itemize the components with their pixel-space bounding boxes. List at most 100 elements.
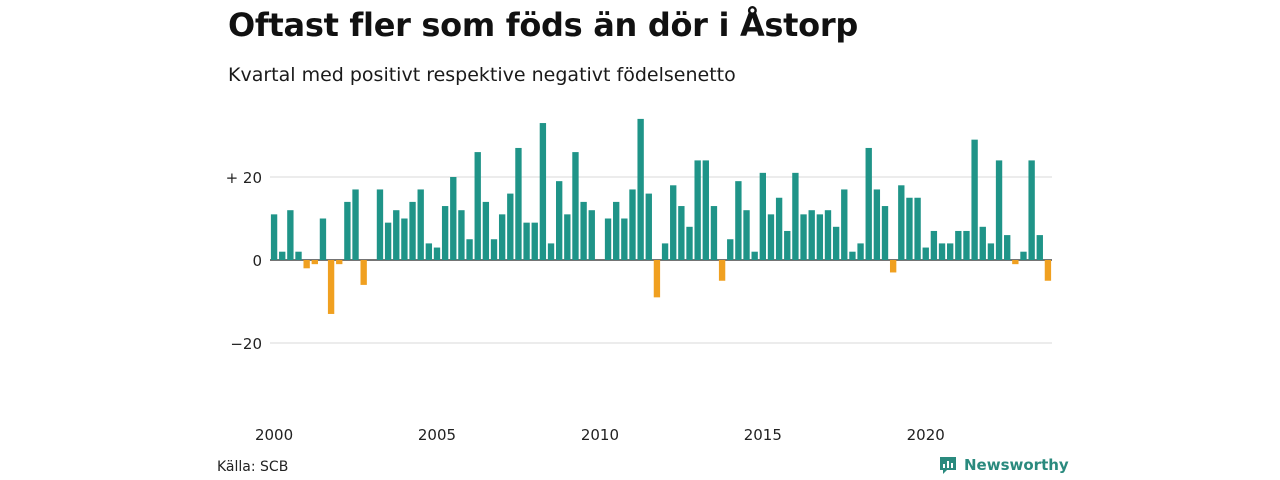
- bar: [1028, 160, 1035, 260]
- bar: [425, 243, 433, 260]
- bar: [564, 214, 571, 260]
- newsworthy-logo-icon: [940, 457, 956, 474]
- bar: [384, 222, 392, 260]
- bar: [450, 177, 457, 260]
- bar: [955, 230, 962, 260]
- bar: [458, 210, 465, 260]
- bar: [376, 189, 384, 260]
- bar: [947, 243, 954, 260]
- source-label: Källa: SCB: [217, 459, 289, 475]
- bar: [417, 189, 424, 260]
- bar: [938, 243, 946, 260]
- bar: [572, 152, 579, 260]
- bar: [930, 230, 938, 260]
- bar: [588, 210, 595, 260]
- bar: [727, 239, 734, 260]
- bar: [1004, 235, 1011, 260]
- bar: [979, 226, 986, 260]
- bar: [661, 243, 669, 260]
- bar: [1020, 251, 1027, 260]
- bar: [678, 206, 685, 260]
- bar: [914, 197, 921, 260]
- bar: [995, 160, 1003, 260]
- bar: [759, 172, 766, 260]
- bar: [393, 210, 400, 260]
- y-tick-label: −20: [230, 335, 262, 353]
- bar: [637, 118, 644, 261]
- bar: [336, 260, 343, 265]
- bar: [547, 243, 555, 260]
- bar: [784, 230, 791, 260]
- bar: [645, 193, 652, 260]
- bar: [767, 214, 775, 260]
- bar: [507, 193, 514, 260]
- bar: [987, 243, 995, 260]
- bar: [653, 260, 661, 298]
- bar: [1044, 260, 1052, 281]
- x-tick-label: 2000: [255, 426, 293, 444]
- x-tick-label: 2015: [744, 426, 782, 444]
- bar: [808, 210, 815, 260]
- x-axis-labels: 2000 2005 2010 2015 2020: [255, 426, 945, 444]
- bar: [832, 226, 840, 260]
- brand-name: Newsworthy: [964, 456, 1069, 474]
- y-axis-labels: −20 0 + 20: [226, 169, 262, 353]
- bar: [311, 260, 318, 265]
- bar: [490, 239, 498, 260]
- x-tick-label: 2020: [907, 426, 945, 444]
- bar: [344, 201, 351, 260]
- bar: [702, 160, 709, 260]
- bar: [515, 147, 522, 260]
- bar: [279, 251, 286, 260]
- y-tick-label: + 20: [226, 169, 262, 187]
- bar: [922, 247, 929, 260]
- brand-logo: Newsworthy: [938, 455, 1069, 475]
- bar: [539, 123, 547, 260]
- x-tick-label: 2005: [418, 426, 456, 444]
- bar: [604, 218, 612, 260]
- bar: [474, 152, 481, 260]
- chart-subtitle: Kvartal med positivt respektive negativt…: [228, 64, 736, 86]
- x-tick-label: 2010: [581, 426, 619, 444]
- bar: [841, 189, 848, 260]
- bar: [621, 218, 628, 260]
- bar: [295, 251, 302, 260]
- bar: [319, 218, 327, 260]
- bar: [360, 260, 367, 285]
- bar: [898, 185, 905, 260]
- bar: [670, 185, 677, 260]
- bar: [556, 181, 563, 260]
- gridlines: [270, 176, 1052, 344]
- bar: [498, 214, 506, 260]
- bar: [441, 206, 449, 260]
- bars: [270, 118, 1052, 314]
- bar: [482, 201, 490, 260]
- bar: [352, 189, 359, 260]
- bar: [963, 230, 970, 260]
- bar: [881, 206, 889, 260]
- bar: [751, 251, 758, 260]
- bar: [580, 201, 587, 260]
- bar: [1036, 235, 1043, 260]
- bar: [824, 210, 832, 260]
- bar: [303, 260, 310, 269]
- bar: [718, 260, 726, 281]
- bar: [873, 189, 881, 260]
- bar: [710, 206, 718, 260]
- y-tick-label: 0: [252, 252, 262, 270]
- bar: [629, 189, 636, 260]
- bar: [775, 197, 783, 260]
- bar: [466, 239, 473, 260]
- bar: [694, 160, 701, 260]
- bar: [865, 147, 872, 260]
- bar: [889, 260, 897, 273]
- bar: [613, 201, 620, 260]
- bar: [327, 260, 335, 314]
- bar: [743, 210, 750, 260]
- bar: [816, 214, 824, 260]
- bar: [857, 243, 864, 260]
- bar: [433, 247, 441, 260]
- bar: [1012, 260, 1019, 265]
- chart-title: Oftast fler som föds än dör i Åstorp: [228, 6, 858, 44]
